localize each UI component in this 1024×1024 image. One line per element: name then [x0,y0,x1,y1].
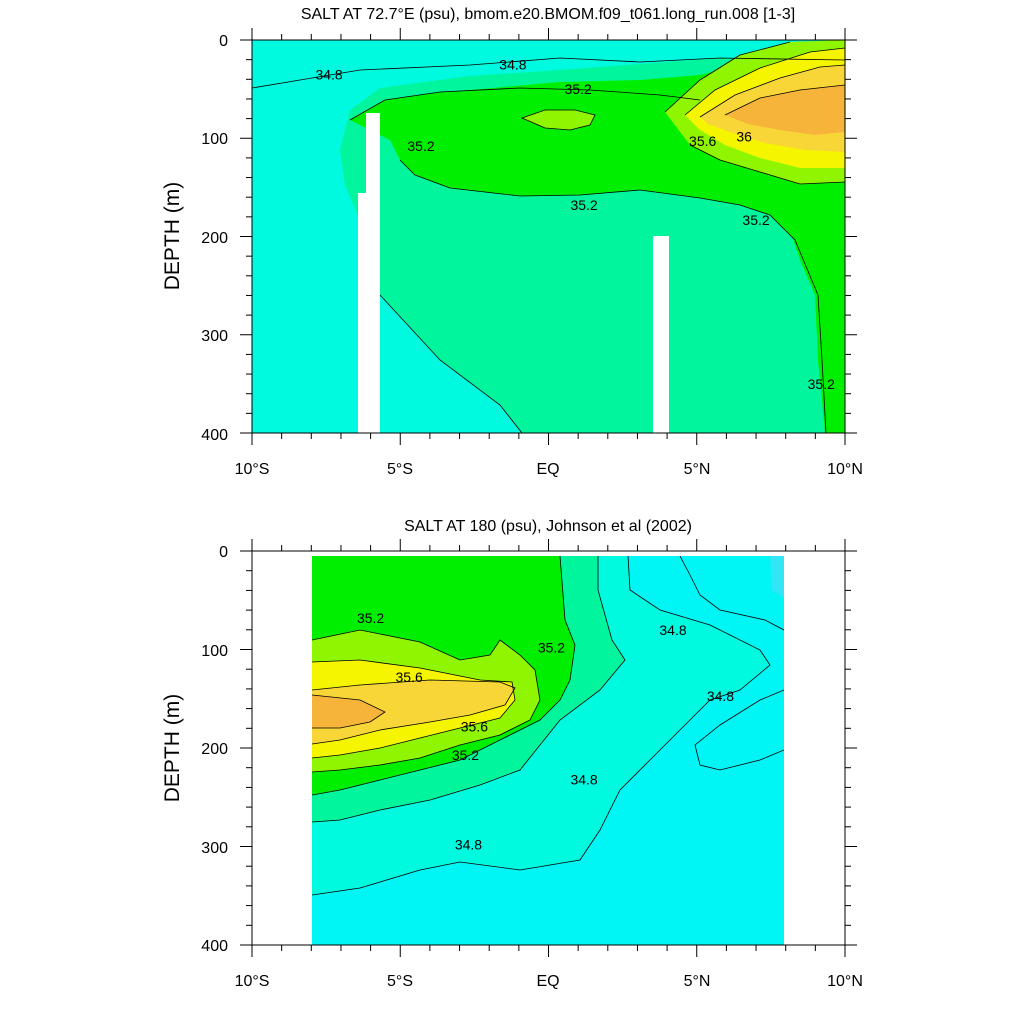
top-x-tick-label: 5°N [684,461,711,478]
bottom-band-34-6-ne [680,556,784,630]
top-panel-title: SALT AT 72.7°E (psu), bmom.e20.BMOM.f09_… [301,6,795,23]
bottom-y-tick-label: 0 [219,544,228,561]
top-mask-left [358,193,367,433]
top-x-tick-label: 5°S [387,461,413,478]
bottom-x-tick-label: EQ [536,973,559,990]
top-x-tick-label: EQ [536,461,559,478]
top-axis-ticks [240,28,857,445]
bottom-panel: SALT AT 180 (psu), Johnson et al (2002) [161,518,863,990]
contour-label: 35.6 [396,669,423,685]
bottom-y-axis-label: DEPTH (m) [161,694,184,803]
contour-label: 35.2 [808,376,835,392]
bottom-x-tick-labels: 10°S 5°S EQ 5°N 10°N [235,973,863,990]
top-mask-right [653,236,669,433]
contour-label: 35.2 [538,640,565,656]
top-contour-lines [252,41,845,433]
bottom-band-34-4-ne [770,556,784,598]
top-band-34-8 [252,40,845,433]
bottom-x-tick-label: 5°S [387,973,413,990]
bottom-x-tick-label: 10°N [827,973,863,990]
contour-label: 34.8 [570,772,597,788]
bottom-y-tick-labels: 0 100 200 300 400 [201,544,228,955]
bottom-y-tick-label: 400 [201,938,228,955]
top-contour-labels: 34.8 34.8 35.2 35.2 36 35.6 35.2 35.2 35.2 [315,57,835,392]
contour-label: 35.2 [407,138,434,154]
contour-label: 34.8 [707,688,734,704]
bottom-y-tick-label: 300 [201,840,228,857]
top-y-axis-label: DEPTH (m) [161,182,184,291]
contour-label: 35.2 [742,212,769,228]
contour-label: 35.6 [461,718,488,734]
contour-label: 35.2 [565,81,592,97]
contour-label: 34.8 [499,57,526,73]
bottom-contour-field [312,556,784,945]
contour-label: 34.8 [455,837,482,853]
top-mask-left-2 [366,113,380,433]
top-y-tick-label: 300 [201,328,228,345]
bottom-panel-title: SALT AT 180 (psu), Johnson et al (2002) [404,518,692,535]
bottom-x-tick-label: 10°S [235,973,270,990]
contour-label: 35.2 [357,610,384,626]
bottom-y-tick-label: 200 [201,741,228,758]
top-band-36-0 [725,85,845,135]
contour-label: 35.2 [570,197,597,213]
contour-label: 34.8 [315,66,342,82]
top-y-tick-labels: 0 100 200 300 400 [201,33,228,444]
contour-label: 35.6 [689,133,716,149]
bottom-contour-lines [312,556,784,896]
top-x-tick-label: 10°N [827,461,863,478]
top-x-tick-label: 10°S [235,461,270,478]
bottom-axis-ticks [240,539,857,957]
top-y-tick-label: 200 [201,230,228,247]
top-band-35-4-small [522,110,595,130]
top-x-tick-labels: 10°S 5°S EQ 5°N 10°N [235,461,863,478]
contour-label: 34.8 [659,622,686,638]
top-contour-field [252,40,845,433]
top-panel: SALT AT 72.7°E (psu), bmom.e20.BMOM.f09_… [161,6,863,478]
top-y-tick-label: 400 [201,427,228,444]
bottom-x-tick-label: 5°N [684,973,711,990]
top-y-tick-label: 0 [219,33,228,50]
bottom-contour-labels: 35.2 35.2 34.8 35.6 34.8 35.6 35.2 34.8 34.8 [357,610,734,853]
bottom-band-35-8 [312,680,515,744]
contour-label: 35.2 [452,747,479,763]
bottom-y-tick-label: 100 [201,643,228,660]
top-y-tick-label: 100 [201,131,228,148]
bottom-band-34-6-e [695,690,784,770]
contour-label: 36 [736,128,752,144]
